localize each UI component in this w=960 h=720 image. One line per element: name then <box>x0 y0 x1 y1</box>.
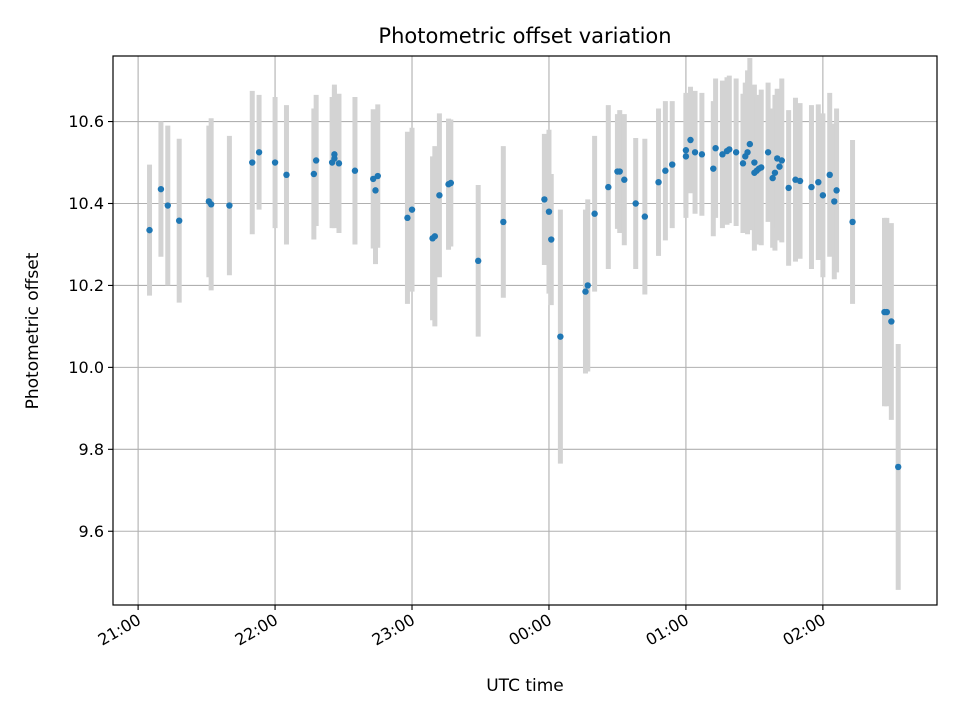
data-point <box>157 185 165 193</box>
y-tick-label: 10.4 <box>68 194 104 213</box>
data-point <box>475 257 482 265</box>
y-tick-label: 9.6 <box>79 522 104 541</box>
data-point <box>771 169 779 176</box>
data-point <box>372 187 379 194</box>
data-point <box>431 233 439 240</box>
data-point <box>655 178 662 186</box>
data-point <box>616 168 623 175</box>
chart-title: Photometric offset variation <box>378 24 671 48</box>
y-tick-label: 10.2 <box>68 276 104 295</box>
data-point <box>831 198 838 205</box>
data-point <box>404 214 411 222</box>
data-point <box>682 147 690 154</box>
data-point <box>796 177 804 185</box>
y-axis-label: Photometric offset <box>23 252 43 409</box>
data-point <box>746 140 754 148</box>
data-point <box>271 159 279 166</box>
data-point <box>687 136 694 144</box>
data-point <box>894 463 902 471</box>
data-point <box>591 210 598 217</box>
data-point <box>744 149 751 156</box>
data-point <box>207 201 215 208</box>
data-point <box>819 192 827 199</box>
data-point <box>833 187 840 194</box>
data-point <box>447 179 455 187</box>
data-point <box>283 171 290 179</box>
y-axis: 9.6 9.8 10.0 10.2 10.4 10.6 <box>68 112 113 541</box>
data-point <box>436 192 443 199</box>
data-point <box>778 157 785 164</box>
data-point <box>751 159 758 166</box>
data-point <box>682 153 690 160</box>
data-point <box>312 157 320 164</box>
data-point <box>408 206 416 213</box>
data-point <box>545 208 553 215</box>
data-point <box>826 171 833 179</box>
data-point <box>310 170 318 178</box>
data-point <box>808 183 815 191</box>
data-point <box>726 146 733 153</box>
plot-frame <box>112 55 938 606</box>
y-tick-label: 10.6 <box>68 112 104 131</box>
data-point <box>370 175 377 183</box>
data-point <box>739 160 747 167</box>
data-point <box>605 183 612 191</box>
x-axis-label: UTC time <box>486 676 564 696</box>
data-point <box>758 164 765 171</box>
data-point <box>691 149 699 156</box>
data-point <box>698 151 706 158</box>
data-point <box>541 196 548 203</box>
y-tick-label: 10.0 <box>68 358 104 377</box>
data-point <box>557 333 564 340</box>
data-point <box>888 318 895 325</box>
data-point <box>331 151 338 158</box>
data-point <box>662 167 669 174</box>
data-point <box>351 167 359 174</box>
data-points <box>146 136 902 471</box>
data-point <box>582 288 589 295</box>
data-point <box>712 144 719 152</box>
data-point <box>175 217 183 224</box>
y-tick-label: 9.8 <box>79 440 104 459</box>
data-point <box>374 172 381 180</box>
data-point <box>621 176 628 183</box>
data-point <box>146 226 153 234</box>
data-point <box>776 163 783 170</box>
data-point <box>226 202 233 209</box>
data-point <box>548 236 555 243</box>
data-point <box>785 184 792 192</box>
data-point <box>641 213 649 220</box>
data-point <box>584 282 591 289</box>
data-point <box>849 218 856 226</box>
data-point <box>769 174 776 182</box>
data-point <box>732 149 740 156</box>
data-point <box>883 308 890 316</box>
data-point <box>632 200 639 207</box>
data-point <box>255 149 263 156</box>
data-point <box>335 160 343 167</box>
data-point <box>719 151 726 158</box>
data-point <box>764 149 772 156</box>
data-point <box>500 218 507 226</box>
data-point <box>815 178 822 186</box>
data-point <box>710 165 717 172</box>
data-point <box>249 159 256 166</box>
data-point <box>669 161 676 168</box>
data-point <box>164 202 171 209</box>
